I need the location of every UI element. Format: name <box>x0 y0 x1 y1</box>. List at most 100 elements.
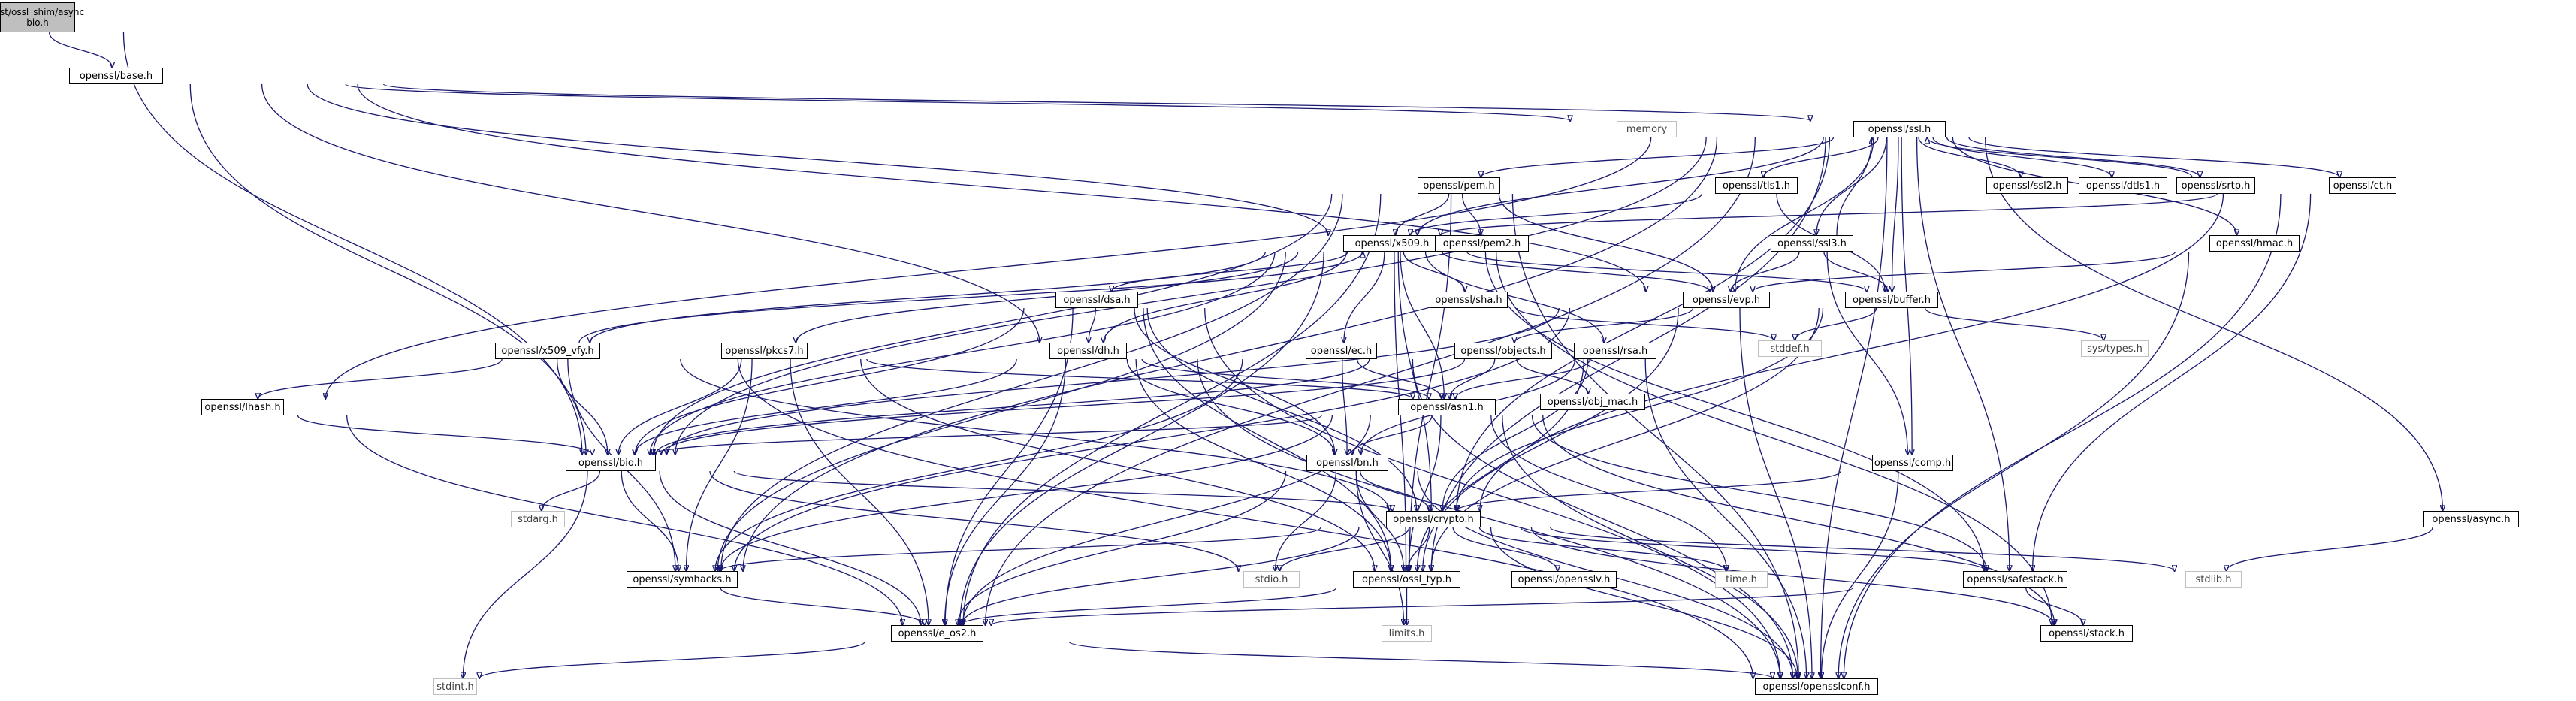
node-openssl-async-h[interactable]: openssl/async.h <box>2423 511 2519 527</box>
edge-bio-to-stdint <box>463 470 588 678</box>
edge-pem-to-bio <box>653 193 1333 455</box>
node-openssl-x509-h[interactable]: openssl/x509.h <box>1343 235 1441 252</box>
edge-ssl-to-lhash <box>325 137 1652 399</box>
edge-dsa-to-ossltyp <box>1143 307 1391 571</box>
edge-rsa-to-crypto <box>1442 358 1589 511</box>
node-openssl-bio-h[interactable]: openssl/bio.h <box>566 455 656 471</box>
edge-base-to-x509 <box>307 83 1328 235</box>
node-stddef-h: stddef.h <box>1758 340 1822 357</box>
node-openssl-crypto-h[interactable]: openssl/crypto.h <box>1386 511 1481 527</box>
edge-pem-to-eos2 <box>963 193 1382 625</box>
node-openssl-obj-mac-h[interactable]: openssl/obj_mac.h <box>1540 394 1645 410</box>
node-openssl-lhash-h[interactable]: openssl/lhash.h <box>201 399 284 415</box>
node-stdarg-h: stdarg.h <box>511 511 565 527</box>
edge-pem-to-x509 <box>1395 193 1450 235</box>
edge-ct-to-opensslconf <box>1844 193 2282 678</box>
edge-ssl-to-ct <box>1968 137 2339 177</box>
edge-asn1-to-symhacks <box>720 415 1333 571</box>
node-openssl-pkcs7-h[interactable]: openssl/pkcs7.h <box>721 343 808 359</box>
node-test-ossl-shim-asyncbio-h[interactable]: test/ossl_shim/async bio.h <box>0 2 84 32</box>
edge-asn1-to-bn <box>1352 415 1433 455</box>
edge-x509vfy-to-x509 <box>578 252 1363 343</box>
node-openssl-x509-vfy-h[interactable]: openssl/x509_vfy.h <box>495 343 600 359</box>
edge-tls1-to-x509 <box>1410 193 1702 235</box>
edge-crypto-to-symhacks <box>720 527 1321 571</box>
edge-ssl3-to-ssl <box>1836 137 1872 236</box>
edge-ssl-to-opensslconf <box>1821 137 1888 678</box>
edge-x509-to-ec <box>1344 251 1385 343</box>
node-openssl-srtp-h[interactable]: openssl/srtp.h <box>2176 177 2255 194</box>
node-openssl-ssl2-h[interactable]: openssl/ssl2.h <box>1986 177 2068 194</box>
edge-evp-to-bio <box>666 307 1560 455</box>
edge-pkcs7-to-ossltyp <box>860 358 1375 571</box>
edge-srtp-to-ssl <box>1927 137 2193 178</box>
edge-evp-to-opensslconf <box>1739 307 1812 678</box>
edge-bio-to-symhacks <box>621 470 678 571</box>
node-openssl-pem-h[interactable]: openssl/pem.h <box>1418 177 1500 194</box>
edge-pkcs7-to-bio <box>618 358 742 455</box>
edge-hmac-to-evp <box>1753 251 2176 292</box>
node-openssl-ssl3-h[interactable]: openssl/ssl3.h <box>1771 235 1853 252</box>
node-openssl-ossl-typ-h[interactable]: openssl/ossl_typ.h <box>1353 571 1460 588</box>
node-openssl-e-os2-h[interactable]: openssl/e_os2.h <box>891 625 983 642</box>
edge-asn1-to-opensslconf <box>1502 415 1798 678</box>
edge-pem-to-evp <box>1498 193 1713 292</box>
edge-dsa-to-bn <box>1134 307 1335 455</box>
node-openssl-rsa-h[interactable]: openssl/rsa.h <box>1574 343 1656 359</box>
edge-x509vfy-to-lhash <box>258 358 503 399</box>
edge-ct-to-x509 <box>1441 193 2218 235</box>
node-openssl-dsa-h[interactable]: openssl/dsa.h <box>1055 292 1138 308</box>
node-openssl-sha-h[interactable]: openssl/sha.h <box>1430 292 1508 308</box>
edge-ssl-to-symhacks <box>743 137 1718 571</box>
node-openssl-dh-h[interactable]: openssl/dh.h <box>1049 343 1127 359</box>
edge-symhacks-to-eos2 <box>720 587 925 625</box>
node-openssl-hmac-h[interactable]: openssl/hmac.h <box>2209 235 2300 252</box>
edge-ssl-to-eos2 <box>986 137 1756 625</box>
node-openssl-bn-h[interactable]: openssl/bn.h <box>1306 455 1388 471</box>
edge-ssl-to-dtls1 <box>1932 137 2112 177</box>
edge-ssl-to-safestack <box>1916 137 2010 571</box>
edge-base-to-dh <box>261 83 1040 343</box>
node-openssl-symhacks-h[interactable]: openssl/symhacks.h <box>627 571 738 588</box>
edge-ssl-to-buffer <box>1892 137 1899 292</box>
edge-x509vfy-to-crypto <box>680 358 1389 511</box>
node-openssl-ec-h[interactable]: openssl/ec.h <box>1306 343 1377 359</box>
node-openssl-tls1-h[interactable]: openssl/tls1.h <box>1715 177 1798 194</box>
edge-pem-to-opensslconf <box>1511 193 1798 678</box>
node-openssl-opensslv-h[interactable]: openssl/opensslv.h <box>1511 571 1617 588</box>
edge-ec-to-opensslconf <box>1412 358 1792 678</box>
node-openssl-safestack-h[interactable]: openssl/safestack.h <box>1963 571 2067 588</box>
edge-x509-to-pkcs7 <box>796 251 1299 343</box>
node-openssl-opensslconf-h[interactable]: openssl/opensslconf.h <box>1755 678 1878 695</box>
edge-comp-to-opensslconf <box>1821 470 1899 678</box>
node-limits-h: limits.h <box>1382 625 1432 642</box>
edge-pkcs7-to-symhacks <box>686 358 753 571</box>
node-stdlib-h: stdlib.h <box>2185 571 2242 588</box>
node-openssl-comp-h[interactable]: openssl/comp.h <box>1872 455 1953 471</box>
edge-ssl3-to-comp <box>1826 251 1907 455</box>
edge-evp-to-objects <box>1514 307 1694 343</box>
node-openssl-stack-h[interactable]: openssl/stack.h <box>2040 625 2133 642</box>
node-openssl-objects-h[interactable]: openssl/objects.h <box>1454 343 1552 359</box>
node-openssl-dtls1-h[interactable]: openssl/dtls1.h <box>2079 177 2167 194</box>
edge-x509-to-bio <box>650 251 1276 455</box>
node-openssl-ct-h[interactable]: openssl/ct.h <box>2329 177 2396 194</box>
edge-dsa-to-dh <box>1089 307 1096 343</box>
node-stdio-h: stdio.h <box>1243 571 1300 588</box>
edge-x509-to-stack <box>1496 251 2052 625</box>
edge-bio-to-eos2 <box>659 470 921 625</box>
node-openssl-ssl-h[interactable]: openssl/ssl.h <box>1853 121 1946 137</box>
node-memory: memory <box>1617 121 1677 137</box>
edge-rsa-to-bio <box>661 358 1466 455</box>
edge-dsa-to-crypto <box>1146 307 1416 511</box>
node-openssl-evp-h[interactable]: openssl/evp.h <box>1683 292 1770 308</box>
edge-comp-to-crypto <box>1457 470 1841 511</box>
node-openssl-buffer-h[interactable]: openssl/buffer.h <box>1845 292 1938 308</box>
edge-bn-to-stdio <box>1276 470 1336 571</box>
node-openssl-base-h[interactable]: openssl/base.h <box>69 68 163 84</box>
node-openssl-asn1-h[interactable]: openssl/asn1.h <box>1398 399 1496 415</box>
edge-safestack-to-eos2 <box>991 587 1854 625</box>
edge-asn1-to-safestack <box>1531 415 1986 571</box>
node-openssl-pem2-h[interactable]: openssl/pem2.h <box>1435 235 1529 252</box>
